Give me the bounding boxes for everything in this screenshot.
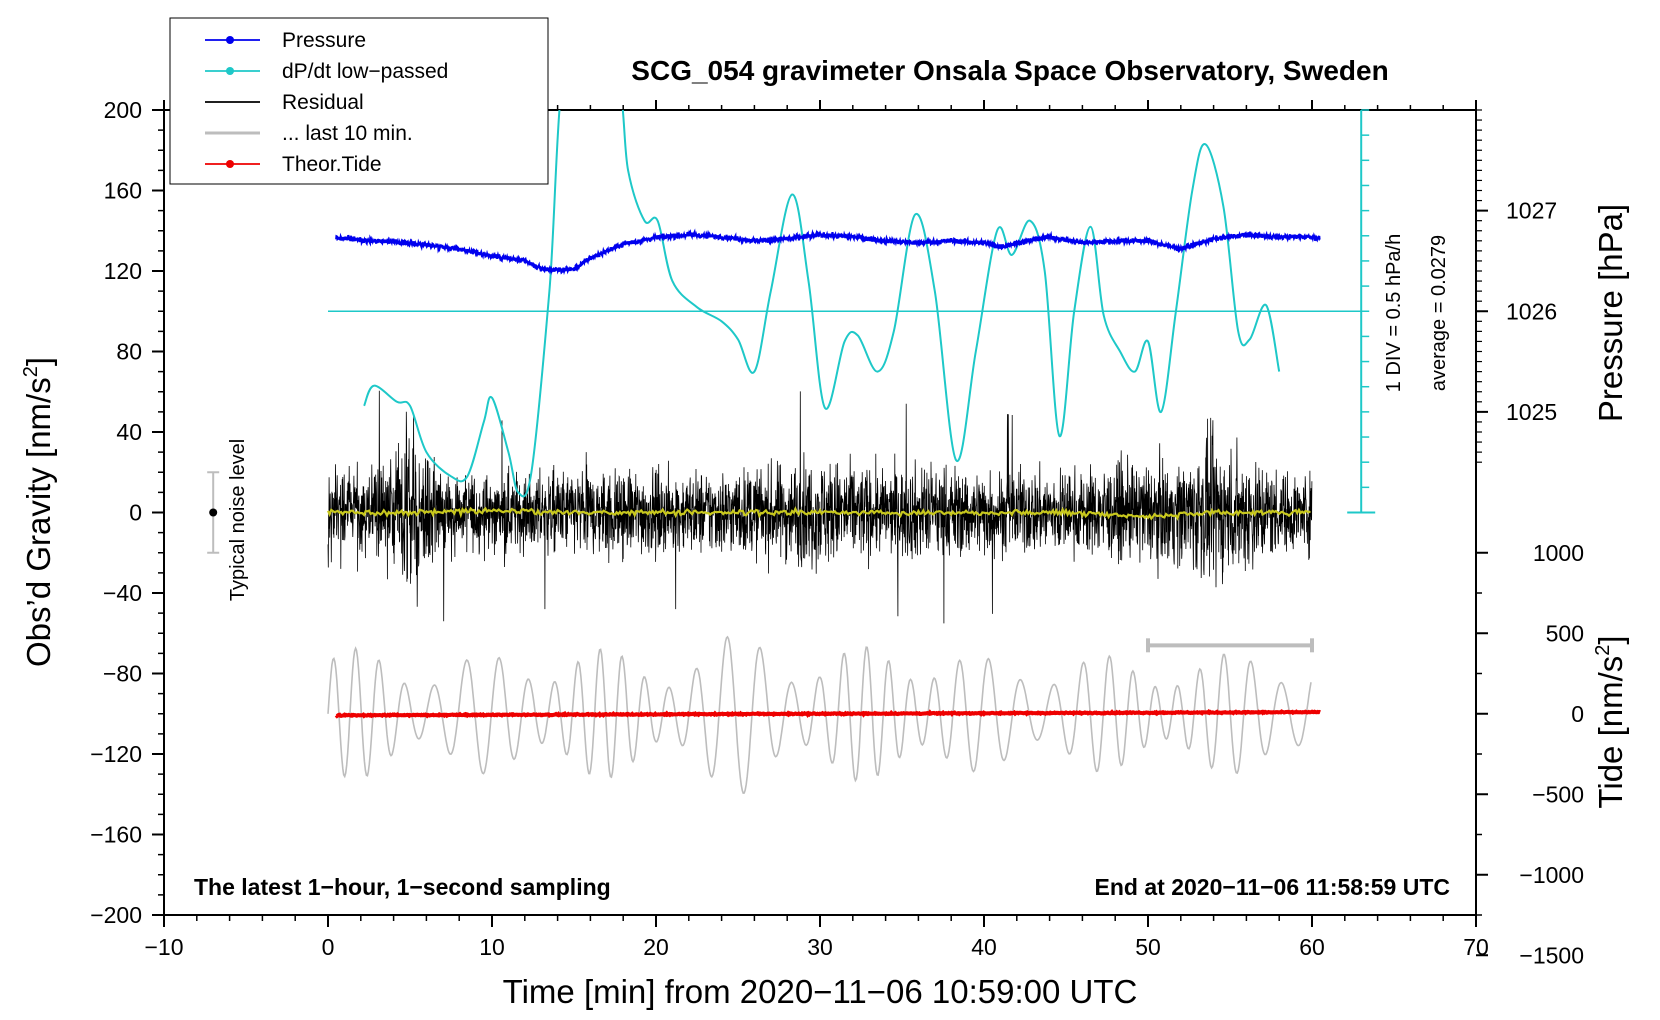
y-axis-title-tide-end: ] xyxy=(1592,635,1629,644)
x-tick-label: 0 xyxy=(322,934,335,960)
legend: Pressure dP/dt low−passed Residual ... last… xyxy=(169,17,549,185)
series-residual-line xyxy=(327,390,1313,624)
x-tick-label: −10 xyxy=(144,934,183,960)
x-tick-label: 10 xyxy=(479,934,505,960)
series-last-10-min-line xyxy=(327,635,1312,794)
series-residual-smoothed-line xyxy=(326,506,1311,521)
tide-tick-label: −500 xyxy=(1532,781,1584,807)
y-axis-title-tide-sup: 2 xyxy=(1592,645,1614,656)
pressure-tick-label: 1027 xyxy=(1506,198,1557,224)
legend-items: Pressure dP/dt low−passed Residual ... last… xyxy=(205,29,448,176)
y-axis-title-gravity-end: ] xyxy=(20,357,57,366)
legend-swatch-marker xyxy=(226,67,234,75)
y-tick-label: −40 xyxy=(103,580,142,606)
axes-layer: −10 0 10 20 30 40 50 60 70−200−160−120−80−400408… xyxy=(90,97,1584,968)
y-axis-title-gravity-sup: 2 xyxy=(20,366,42,377)
x-tick-label: 30 xyxy=(807,934,833,960)
y-tick-label: 160 xyxy=(104,178,142,204)
series-layer xyxy=(207,110,1362,794)
pressure-tick-label: 1026 xyxy=(1506,298,1557,324)
y-axis-title-pressure: Pressure [hPa] xyxy=(1592,204,1629,422)
y-tick-label: −200 xyxy=(90,902,142,928)
y-tick-label: 120 xyxy=(104,258,142,284)
legend-swatch-marker xyxy=(226,36,234,44)
tide-tick-label: 0 xyxy=(1571,701,1584,727)
pressure-tick-label: 1025 xyxy=(1506,399,1557,425)
y-tick-label: −120 xyxy=(90,741,142,767)
dpdt-average-label: average = 0.0279 xyxy=(1428,235,1450,391)
noise-level-label: Typical noise level xyxy=(227,439,249,601)
series-dpdt-line xyxy=(363,110,1281,498)
tide-tick-label: −1500 xyxy=(1519,942,1584,968)
x-tick-label: 40 xyxy=(971,934,997,960)
tide-tick-label: 500 xyxy=(1546,620,1584,646)
x-tick-label: 60 xyxy=(1299,934,1325,960)
legend-label: Residual xyxy=(282,91,364,114)
y-tick-label: −80 xyxy=(103,661,142,687)
legend-label: dP/dt low−passed xyxy=(282,60,448,83)
legend-swatch-marker xyxy=(226,160,234,168)
series-theor-tide-line xyxy=(334,708,1321,719)
bottom-left-note: The latest 1−hour, 1−second sampling xyxy=(194,874,611,900)
x-tick-label: 50 xyxy=(1135,934,1161,960)
y-axis-title-gravity-main: Obs’d Gravity [nm/s xyxy=(20,377,57,667)
y-tick-label: 0 xyxy=(129,500,142,526)
y-axis-title-tide: Tide [nm/s2] xyxy=(1592,635,1629,808)
tide-tick-label: −1000 xyxy=(1519,862,1584,888)
legend-box xyxy=(169,17,549,185)
y-tick-label: −160 xyxy=(90,822,142,848)
y-tick-label: 80 xyxy=(116,339,142,365)
x-axis-title: Time [min] from 2020−11−06 10:59:00 UTC xyxy=(503,973,1138,1010)
dpdt-scale-label: 1 DIV = 0.5 hPa/h xyxy=(1383,234,1405,392)
y-tick-label: 200 xyxy=(104,97,142,123)
y-axis-title-tide-main: Tide [nm/s xyxy=(1592,656,1629,809)
y-axis-title-gravity: Obs’d Gravity [nm/s2] xyxy=(20,357,57,667)
legend-label: Theor.Tide xyxy=(282,153,382,176)
y-tick-label: 40 xyxy=(116,419,142,445)
noise-level-dot xyxy=(209,508,218,517)
x-tick-label: 20 xyxy=(643,934,669,960)
tide-tick-label: 1000 xyxy=(1533,540,1584,566)
chart-title: SCG_054 gravimeter Onsala Space Observat… xyxy=(631,55,1388,86)
bottom-right-note: End at 2020−11−06 11:58:59 UTC xyxy=(1095,874,1450,900)
legend-label: Pressure xyxy=(282,29,366,52)
series-pressure-line xyxy=(335,228,1321,276)
legend-label: ... last 10 min. xyxy=(282,122,413,145)
